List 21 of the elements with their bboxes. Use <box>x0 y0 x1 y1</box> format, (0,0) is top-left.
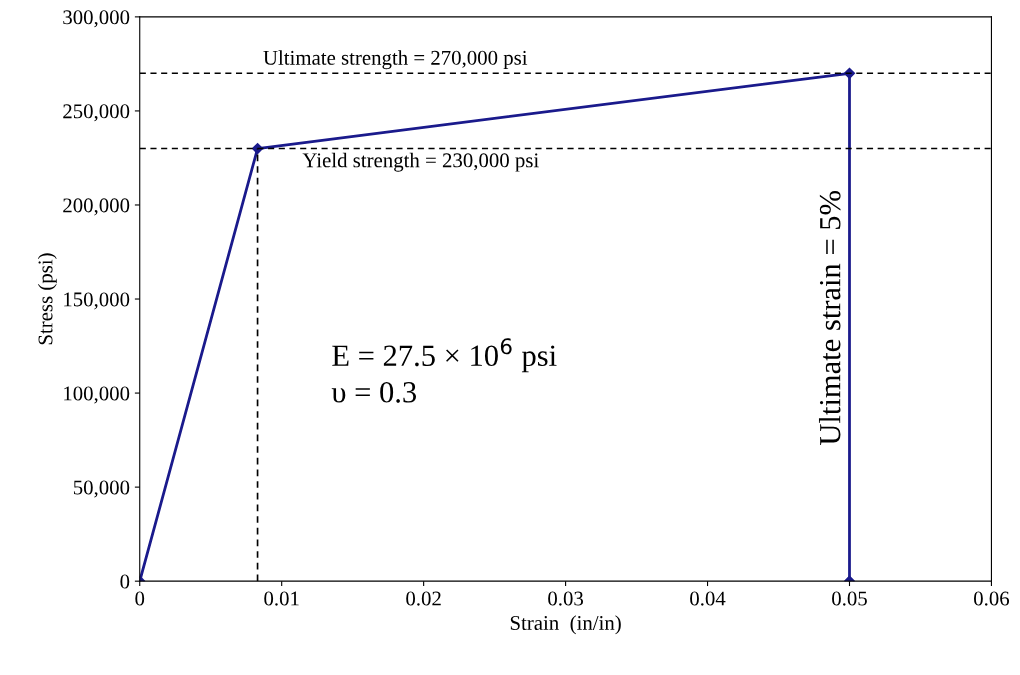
x-tick-label: 0.05 <box>832 591 867 606</box>
annotation: E = 27.5 × 10$^{6}$ psi <box>332 338 557 373</box>
x-tick-label: 0.02 <box>406 591 441 606</box>
y-tick-label: 300,000 <box>63 10 130 28</box>
y-tick-label: 150,000 <box>64 292 130 310</box>
y-tick-label: 100,000 <box>64 386 130 404</box>
y-tick-label: 200,000 <box>63 198 130 216</box>
y-tick-label: 250,000 <box>63 104 130 122</box>
x-tick-label: 0.06 <box>974 591 1010 606</box>
ref-line-label: Yield strength = 230,000 psi <box>302 152 539 172</box>
annotation: Ultimate strain = 5% <box>818 191 841 446</box>
y-tick-label: 0 <box>120 574 130 589</box>
y-tick-label: 50,000 <box>73 480 130 498</box>
y-axis-title: Stress (psi) <box>37 253 57 345</box>
x-tick-label: 0.04 <box>690 591 726 606</box>
x-tick-label: 0.03 <box>548 591 584 606</box>
x-axis-title: Strain (in/in) <box>510 615 621 635</box>
x-tick-label: 0.01 <box>264 591 299 606</box>
x-tick-label: 0 <box>135 591 145 606</box>
annotation: υ = 0.3 <box>331 381 417 403</box>
ref-line-label: Ultimate strength = 270,000 psi <box>263 50 528 70</box>
